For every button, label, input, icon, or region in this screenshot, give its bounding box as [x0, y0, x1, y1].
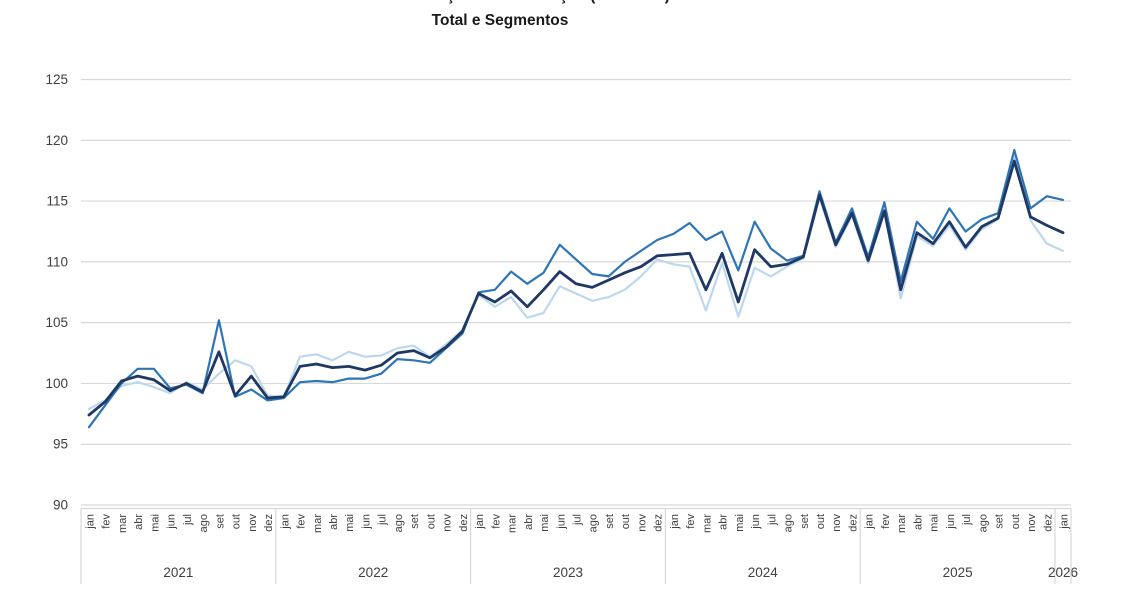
x-month-label: fev: [296, 514, 308, 529]
x-month-label: nov: [247, 514, 259, 532]
y-tick-label: 90: [53, 498, 68, 513]
x-month-label: dez: [847, 514, 859, 532]
x-month-label: fev: [880, 514, 892, 529]
x-month-label: set: [799, 514, 811, 529]
x-month-label: jul: [377, 514, 389, 526]
x-month-label: dez: [263, 514, 275, 532]
x-month-label: mar: [312, 514, 324, 533]
x-month-label: abr: [133, 514, 145, 530]
y-tick-label: 120: [45, 133, 68, 148]
x-month-label: nov: [1026, 514, 1038, 532]
y-tick-label: 100: [45, 376, 68, 391]
x-month-label: dez: [653, 514, 665, 532]
x-month-label: out: [620, 514, 632, 529]
x-month-label: jan: [1059, 514, 1071, 530]
x-month-label: jul: [766, 514, 778, 526]
x-month-label: mar: [701, 514, 713, 533]
x-year-label: 2026: [1048, 565, 1078, 580]
x-year-label: 2022: [358, 565, 388, 580]
y-tick-label: 110: [46, 254, 68, 269]
x-month-label: mai: [344, 514, 356, 532]
x-month-label: out: [1010, 514, 1022, 529]
x-month-label: jun: [555, 514, 567, 530]
x-month-label: mai: [734, 514, 746, 532]
y-tick-label: 105: [45, 315, 68, 330]
x-month-label: jun: [166, 514, 178, 530]
x-month-label: jan: [85, 514, 97, 530]
x-month-label: abr: [718, 514, 730, 530]
x-month-label: nov: [636, 514, 648, 532]
x-year-label: 2024: [748, 565, 779, 580]
x-month-label: out: [815, 514, 827, 529]
x-month-label: set: [409, 514, 421, 529]
series-linha-azul-clara: [87, 155, 1065, 411]
y-tick-label: 115: [46, 194, 68, 209]
x-month-label: jan: [279, 514, 291, 530]
y-tick-label: 95: [53, 437, 68, 452]
series-linha-azul-escura: [87, 159, 1065, 417]
x-month-label: abr: [328, 514, 340, 530]
x-month-label: ago: [198, 514, 210, 532]
x-month-label: ago: [393, 514, 405, 532]
x-month-label: mai: [929, 514, 941, 532]
x-month-label: jun: [360, 514, 372, 530]
x-month-label: set: [604, 514, 616, 529]
x-month-label: jul: [182, 514, 194, 526]
x-year-label: 2021: [163, 565, 193, 580]
x-month-label: mar: [507, 514, 519, 533]
x-month-label: fev: [490, 514, 502, 529]
x-month-label: set: [994, 514, 1006, 529]
y-tick-label: 125: [45, 72, 68, 87]
x-month-label: jan: [474, 514, 486, 530]
x-month-label: mar: [896, 514, 908, 533]
x-month-label: dez: [458, 514, 470, 532]
x-month-label: abr: [912, 514, 924, 530]
x-year-label: 2025: [943, 565, 973, 580]
x-month-label: out: [425, 514, 437, 529]
x-month-label: ago: [783, 514, 795, 532]
x-month-label: ago: [977, 514, 989, 532]
x-month-label: mar: [117, 514, 129, 533]
x-month-label: jul: [572, 514, 584, 526]
x-year-label: 2023: [553, 565, 583, 580]
x-month-label: nov: [831, 514, 843, 532]
x-month-label: abr: [523, 514, 535, 530]
series-linha-azul-media: [87, 148, 1065, 429]
x-month-label: out: [231, 514, 243, 529]
x-month-label: set: [214, 514, 226, 529]
x-month-label: nov: [442, 514, 454, 532]
x-month-label: mai: [539, 514, 551, 532]
x-month-label: jun: [750, 514, 762, 530]
x-month-label: jul: [961, 514, 973, 526]
x-month-label: jan: [864, 514, 876, 530]
x-month-label: dez: [1042, 514, 1054, 532]
x-month-label: ago: [588, 514, 600, 532]
x-month-label: fev: [685, 514, 697, 529]
x-month-label: jun: [945, 514, 957, 530]
x-month-label: jan: [669, 514, 681, 530]
x-month-label: fev: [101, 514, 113, 529]
x-month-label: mai: [149, 514, 161, 532]
